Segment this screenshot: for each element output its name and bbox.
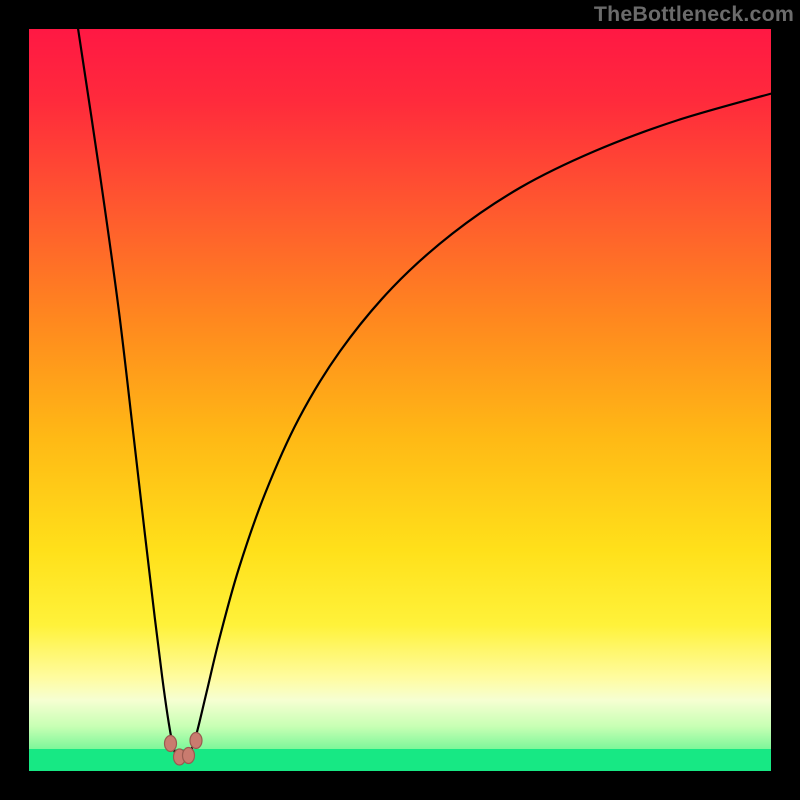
watermark-text: TheBottleneck.com: [594, 2, 794, 27]
trough-marker: [165, 736, 177, 752]
trough-marker: [190, 733, 202, 749]
chart-stage: TheBottleneck.com: [0, 0, 800, 800]
trough-marker: [183, 748, 195, 764]
trough-markers-group: [165, 733, 203, 766]
plot-frame: [25, 25, 775, 775]
curve-layer: [25, 25, 775, 775]
bottleneck-curve: [78, 25, 776, 760]
